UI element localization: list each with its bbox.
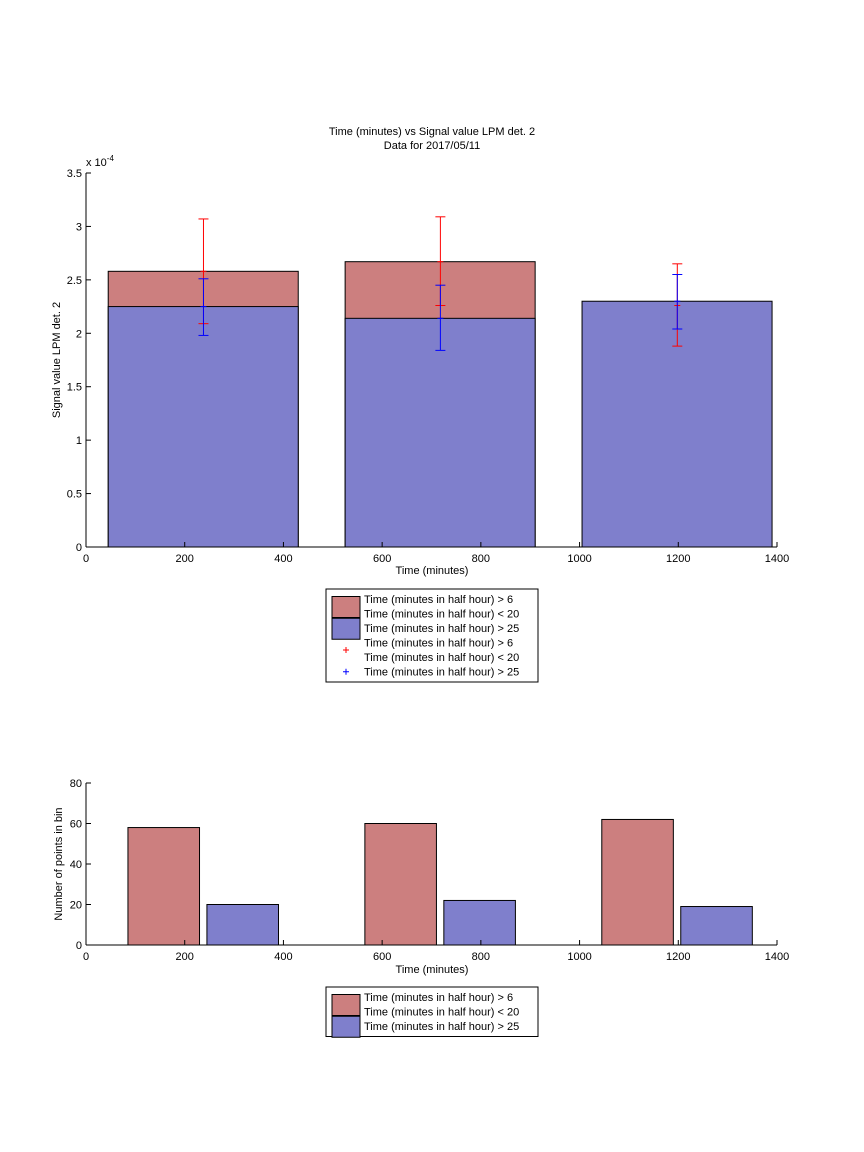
legend: Time (minutes in half hour) > 6 Time (min… <box>325 986 539 1038</box>
exponent-power: -4 <box>107 154 115 163</box>
x-tick-label: 0 <box>83 951 89 963</box>
bar-red <box>127 827 201 946</box>
legend-swatch <box>331 617 361 640</box>
legend-label: Time (minutes in half hour) > 25 <box>364 667 519 679</box>
y-tick-label: 40 <box>70 859 82 871</box>
legend-label: Time (minutes in half hour) > 6 <box>364 992 513 1004</box>
legend-swatch <box>331 994 361 1016</box>
x-tick-label: 600 <box>373 951 391 963</box>
legend-label: Time (minutes in half hour) < 20 <box>364 609 519 621</box>
y-tick-label: 1.5 <box>67 382 82 394</box>
x-tick-label: 1400 <box>765 553 789 565</box>
legend-swatch <box>331 1015 361 1038</box>
y-tick-label: 1 <box>76 435 82 447</box>
legend: Time (minutes in half hour) > 6 Time (min… <box>325 588 539 683</box>
x-tick-label: 1200 <box>666 951 690 963</box>
x-axis-label: Time (minutes) <box>396 964 469 976</box>
legend-box <box>325 588 539 683</box>
count-bar-chart: 0 200 400 600 800 1000 1200 1400 0 20 40 60 80 Time … <box>53 778 789 1038</box>
bar-blue <box>206 904 279 946</box>
legend-box <box>325 986 539 1037</box>
y-tick-label: 2 <box>76 328 82 340</box>
y-tick-label: 3.5 <box>67 168 82 180</box>
bar-red <box>364 823 437 946</box>
legend-label: Time (minutes in half hour) < 20 <box>364 1007 519 1019</box>
x-tick-label: 1400 <box>765 951 789 963</box>
x-tick-label: 200 <box>176 553 194 565</box>
legend-swatch <box>331 596 361 618</box>
x-tick-label: 200 <box>176 951 194 963</box>
y-tick-label: 0 <box>76 940 82 952</box>
y-tick-label: 60 <box>70 819 82 831</box>
legend-label: Time (minutes in half hour) > 6 <box>364 594 513 606</box>
x-tick-label: 400 <box>274 951 292 963</box>
bar-red <box>601 818 674 946</box>
x-axis-label: Time (minutes) <box>396 565 469 577</box>
legend-label: Time (minutes in half hour) > 25 <box>364 1021 519 1033</box>
chart-title: Time (minutes) vs Signal value LPM det. … <box>329 126 535 138</box>
y-tick-label: 2.5 <box>67 275 82 287</box>
signal-bar-chart: Time (minutes) vs Signal value LPM det. … <box>51 126 790 683</box>
bar-blue <box>107 306 299 548</box>
y-axis-label: Number of points in bin <box>53 807 65 920</box>
x-tick-label: 0 <box>83 553 89 565</box>
x-tick-label: 400 <box>274 553 292 565</box>
plot-area: 0 200 400 600 800 1000 1200 1400 0 0.5 1 1.5 2 2.5 3 3.… <box>67 168 790 565</box>
x-tick-label: 1000 <box>567 553 591 565</box>
legend-label: Time (minutes in half hour) > 25 <box>364 623 519 635</box>
x-tick-label: 1200 <box>666 553 690 565</box>
y-exponent-label: x 10-4 <box>86 154 114 169</box>
bar-blue <box>443 899 516 946</box>
exponent-base: x 10 <box>86 157 107 169</box>
y-tick-label: 3 <box>76 221 82 233</box>
x-tick-label: 800 <box>472 553 490 565</box>
chart-subtitle: Data for 2017/05/11 <box>384 140 480 152</box>
y-tick-label: 0.5 <box>67 489 82 501</box>
y-tick-label: 0 <box>76 542 82 554</box>
y-tick-label: 20 <box>70 900 82 912</box>
legend-label: Time (minutes in half hour) > 6 <box>364 638 513 650</box>
x-tick-label: 800 <box>472 951 490 963</box>
y-tick-label: 80 <box>70 778 82 790</box>
x-tick-label: 600 <box>373 553 391 565</box>
bar-blue <box>680 906 753 946</box>
x-tick-label: 1000 <box>567 951 591 963</box>
plot-area: 0 200 400 600 800 1000 1200 1400 0 20 40 60 80 <box>70 778 789 963</box>
bar-blue <box>344 317 536 548</box>
y-axis-label: Signal value LPM det. 2 <box>51 302 63 418</box>
legend-label: Time (minutes in half hour) < 20 <box>364 652 519 664</box>
